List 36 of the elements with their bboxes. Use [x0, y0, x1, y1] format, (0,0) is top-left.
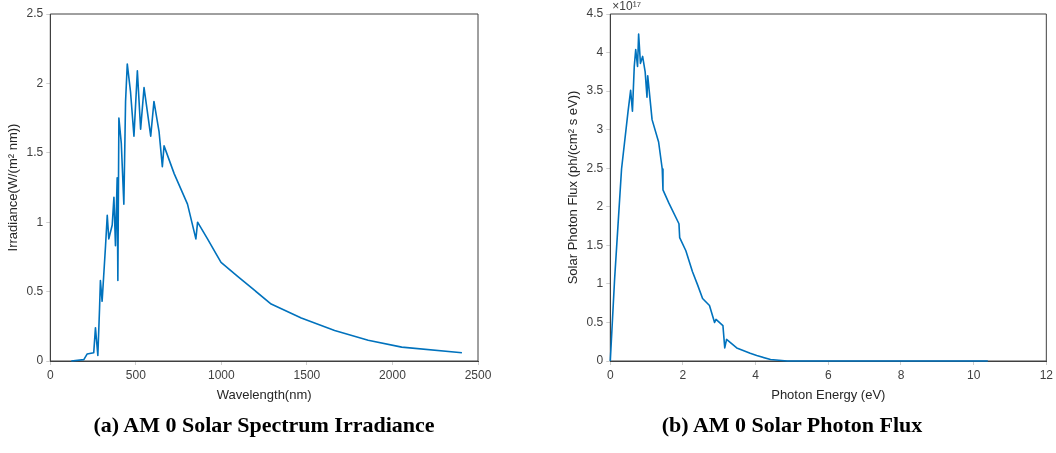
text: (a) AM 0 Solar Spectrum Irradiance: [92, 412, 436, 438]
y-tick-label: 2: [36, 75, 44, 90]
x-axis-title: Wavelength(nm): [216, 386, 312, 402]
y-tick-label: 4.5: [586, 6, 604, 21]
x-tick-label: 2500: [464, 367, 492, 382]
text: (b) AM 0 Solar Photon Flux: [660, 412, 924, 438]
x-tick-label: 4: [752, 367, 760, 382]
x-tick-label: 2: [679, 367, 687, 382]
y-tick-label: 0: [596, 353, 604, 368]
x-tick-label: 1000: [208, 367, 236, 382]
x-tick-label: 500: [125, 367, 147, 382]
y-tick-label: 0.5: [26, 283, 44, 298]
x-axis-title: Photon Energy (eV): [771, 386, 886, 402]
y-tick-label: 3.5: [586, 83, 604, 98]
y-tick-label: 2.5: [586, 160, 604, 175]
y-tick-label: 2.5: [26, 6, 44, 21]
x-tick-label: 0: [46, 367, 54, 382]
y-tick-label: 0.5: [586, 314, 604, 329]
x-tick-label: 10: [966, 367, 981, 382]
y-tick-label: 1.5: [586, 237, 604, 252]
text: ×10¹⁷: [612, 0, 641, 14]
x-tick-label: 8: [897, 367, 905, 382]
y-axis-title: Irradiance(W/(m² nm)): [5, 123, 21, 252]
y-tick-label: 2: [596, 199, 604, 214]
x-tick-label: 6: [824, 367, 832, 382]
y-tick-label: 1: [36, 214, 44, 229]
x-tick-label: 2000: [379, 367, 407, 382]
y-tick-label: 3: [596, 121, 604, 136]
x-tick-label: 0: [606, 367, 614, 382]
y-tick-label: 4: [596, 44, 604, 59]
x-tick-label: 1500: [293, 367, 321, 382]
y-axis-title: Solar Photon Flux (ph/(cm² s eV)): [565, 90, 581, 285]
y-tick-label: 0: [36, 353, 44, 368]
y-tick-label: 1: [596, 276, 604, 291]
y-tick-label: 1.5: [26, 145, 44, 160]
x-tick-label: 12: [1039, 367, 1054, 382]
